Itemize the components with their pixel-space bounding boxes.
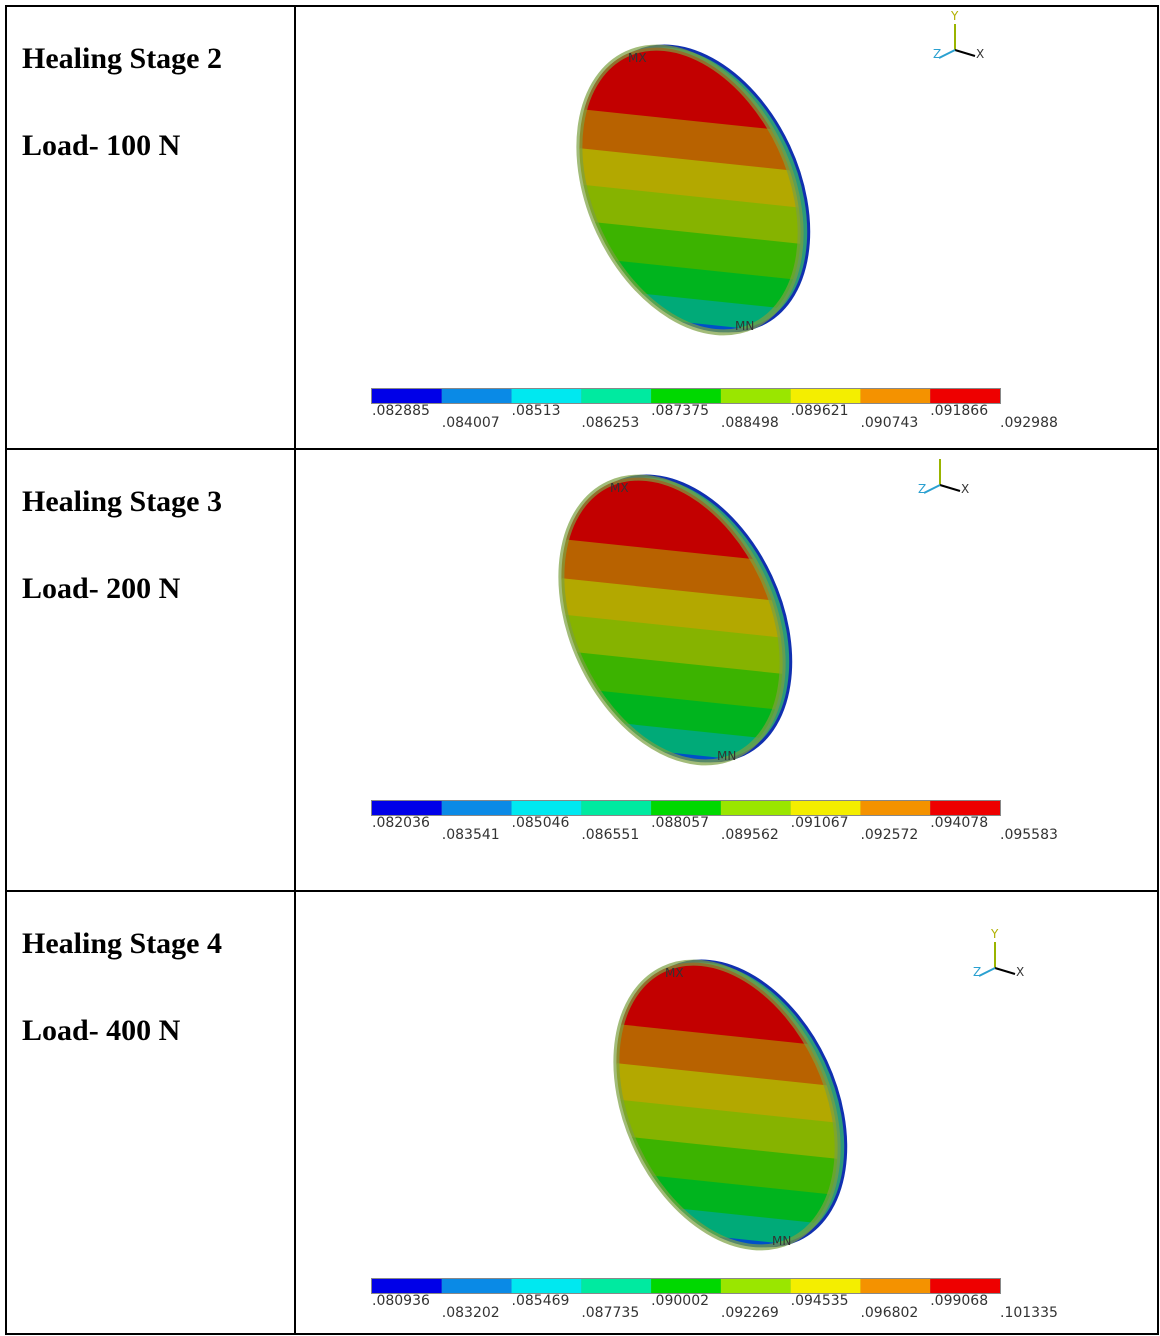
min-marker: MN	[735, 319, 754, 333]
colorbar-swatch	[651, 389, 721, 403]
stage-label: Healing Stage 4	[22, 927, 222, 960]
colorbar-swatch	[860, 801, 930, 815]
colorbar-swatch	[372, 1279, 442, 1293]
colorbar-swatch	[930, 801, 1000, 815]
axis-label: Z	[933, 47, 941, 61]
page: Healing Stage 2 Load- 100 N MX MN Y Z X .082885…	[0, 0, 1160, 1336]
legend-label: .089562	[721, 827, 779, 843]
colorbar-swatch	[581, 801, 651, 815]
legend-label: .088057	[651, 815, 709, 831]
legend-label: .095583	[1000, 827, 1058, 843]
colorbar-swatch	[721, 1279, 791, 1293]
colorbar-swatch	[651, 1279, 721, 1293]
colorbar-swatch	[512, 801, 582, 815]
legend-label: .085046	[512, 815, 570, 831]
max-marker: MX	[665, 966, 684, 980]
legend-label: .092988	[1000, 415, 1058, 431]
load-label: Load- 100 N	[22, 129, 181, 162]
max-marker: MX	[628, 51, 647, 65]
legend-label: .101335	[1000, 1305, 1058, 1321]
axis-label: Z	[973, 965, 981, 979]
colorbar-swatch	[721, 389, 791, 403]
legend-label: .085469	[512, 1293, 570, 1309]
colorbar-swatch	[651, 801, 721, 815]
load-label: Load- 200 N	[22, 572, 181, 605]
axis-z	[979, 968, 995, 976]
legend-label: .090002	[651, 1293, 709, 1309]
colorbar-swatch	[372, 389, 442, 403]
colorbar-swatch	[442, 801, 512, 815]
legend-label: .099068	[930, 1293, 988, 1309]
min-marker: MN	[772, 1234, 791, 1248]
colorbar-swatch	[791, 389, 861, 403]
legend-label: .080936	[372, 1293, 430, 1309]
legend-label: .092269	[721, 1305, 779, 1321]
legend-label: .086551	[581, 827, 639, 843]
colorbar-swatch	[791, 1279, 861, 1293]
axis-label: Z	[918, 482, 926, 496]
legend-label: .082885	[372, 403, 430, 419]
colorbar-swatch	[442, 1279, 512, 1293]
legend-label: .096802	[860, 1305, 918, 1321]
stage-label: Healing Stage 2	[22, 42, 222, 75]
legend-label: .083202	[442, 1305, 500, 1321]
axis-x	[940, 485, 960, 491]
max-marker: MX	[610, 481, 629, 495]
colorbar-swatch	[791, 801, 861, 815]
colorbar-swatch	[512, 1279, 582, 1293]
load-label: Load- 400 N	[22, 1014, 181, 1047]
colorbar-swatch	[930, 389, 1000, 403]
colorbar-swatch	[512, 389, 582, 403]
legend-label: .087735	[581, 1305, 639, 1321]
legend-label: .091866	[930, 403, 988, 419]
axis-x	[955, 50, 975, 56]
axis-z	[924, 485, 940, 493]
axis-z	[939, 50, 955, 58]
axis-label: X	[976, 47, 984, 61]
colorbar-swatch	[860, 1279, 930, 1293]
legend-label: .092572	[860, 827, 918, 843]
legend-label: .089621	[791, 403, 849, 419]
legend-label: .086253	[581, 415, 639, 431]
legend-label: .088498	[721, 415, 779, 431]
colorbar-swatch	[581, 389, 651, 403]
legend-label: .090743	[860, 415, 918, 431]
axis-label: X	[1016, 965, 1024, 979]
contour	[472, 20, 904, 391]
legend-label: .094078	[930, 815, 988, 831]
colorbar-swatch	[581, 1279, 651, 1293]
legend-label: .091067	[791, 815, 849, 831]
legend-label: .082036	[372, 815, 430, 831]
min-marker: MN	[717, 749, 736, 763]
legend-label: .083541	[442, 827, 500, 843]
axis-x	[995, 968, 1015, 974]
contour	[454, 450, 886, 821]
axis-label: X	[961, 482, 969, 496]
legend-label: .084007	[442, 415, 500, 431]
colorbar-swatch	[372, 801, 442, 815]
colorbar-swatch	[721, 801, 791, 815]
stage-label: Healing Stage 3	[22, 485, 222, 518]
colorbar-swatch	[860, 389, 930, 403]
legend-label: .08513	[512, 403, 561, 419]
legend-label: .087375	[651, 403, 709, 419]
legend-label: .094535	[791, 1293, 849, 1309]
axis-label: Y	[990, 927, 999, 941]
axis-label: Y	[950, 9, 959, 23]
colorbar-swatch	[930, 1279, 1000, 1293]
colorbar-swatch	[442, 389, 512, 403]
contour	[509, 935, 941, 1306]
